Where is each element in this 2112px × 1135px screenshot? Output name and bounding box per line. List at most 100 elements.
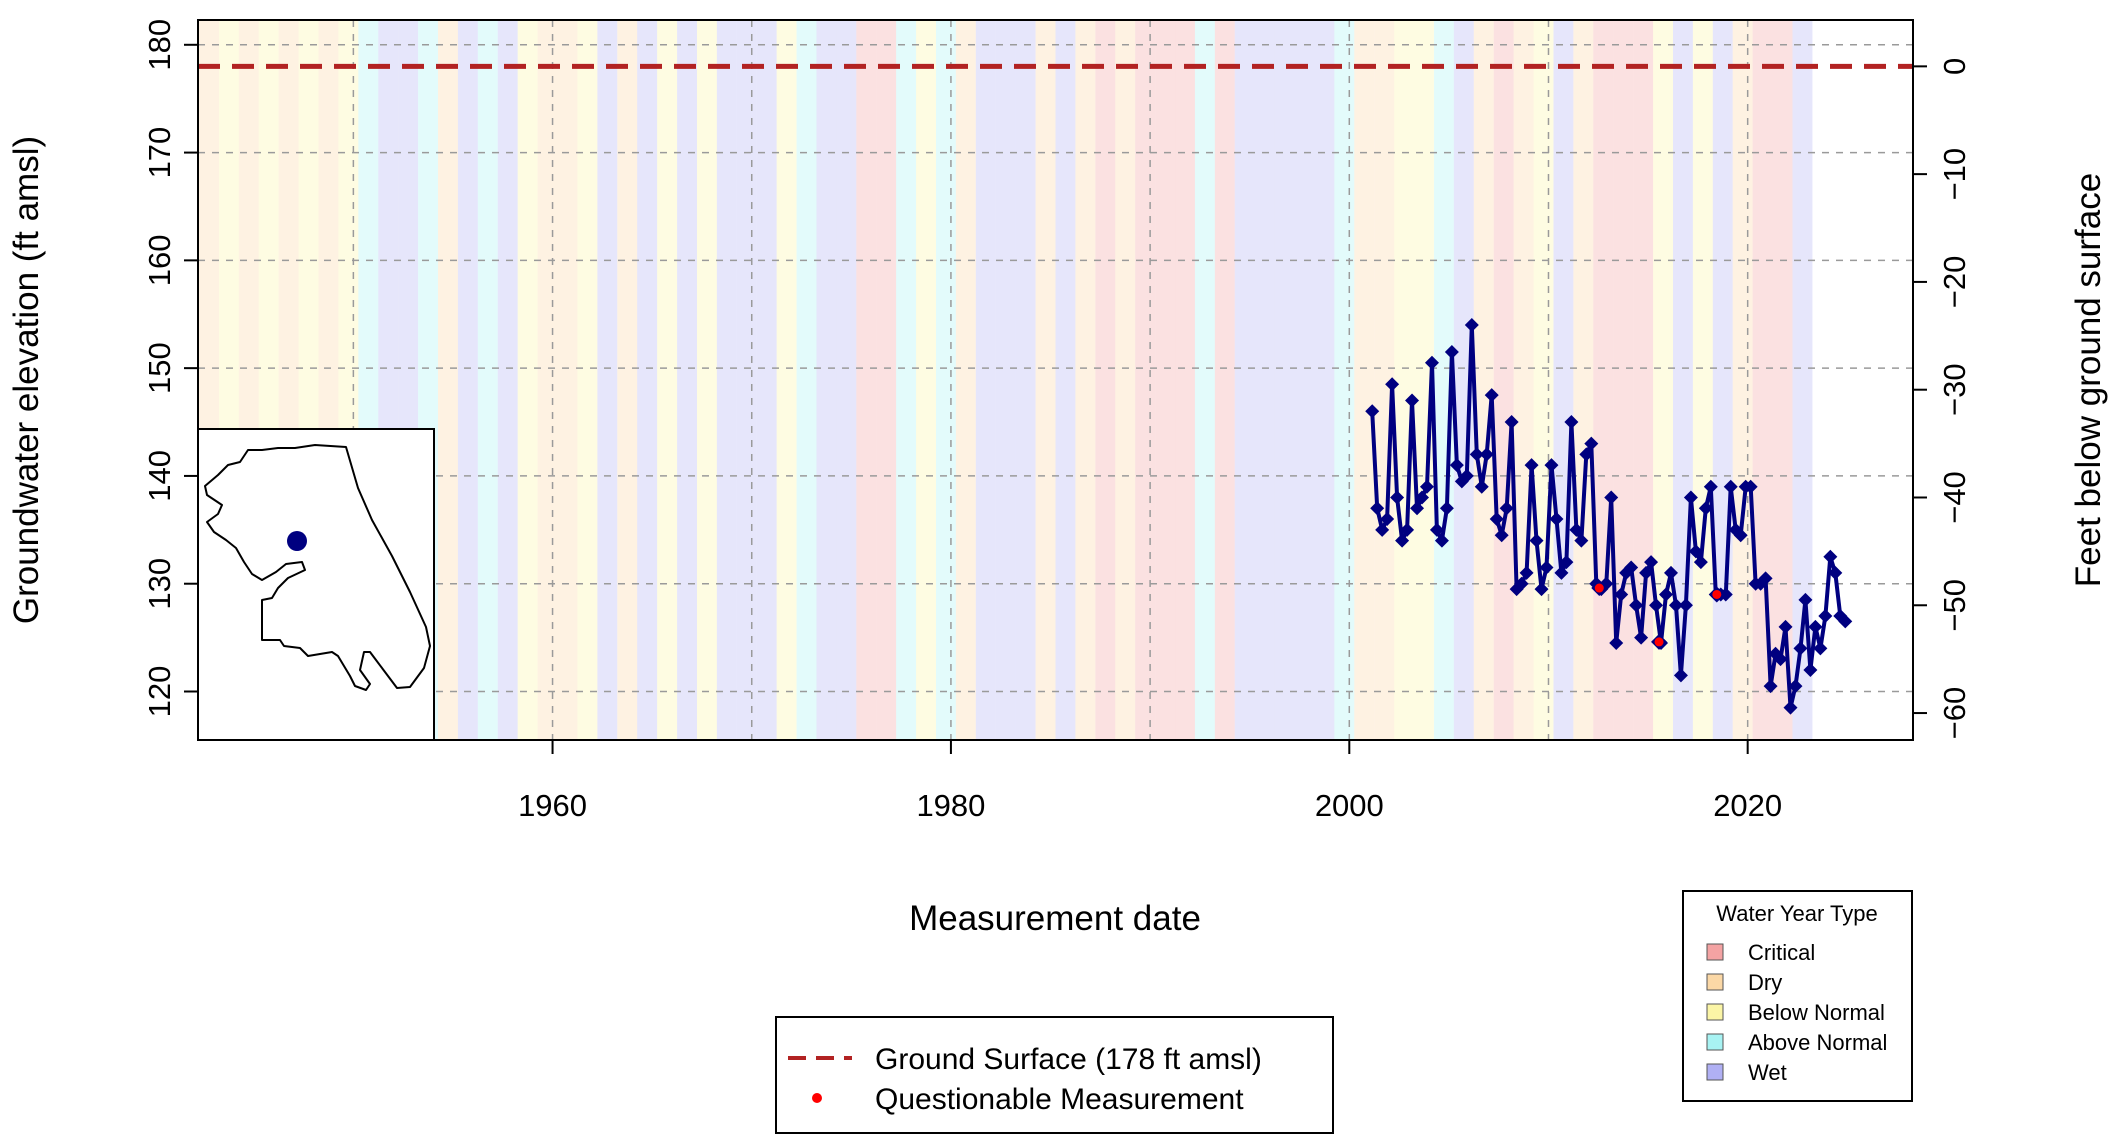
water-year-band-1971 xyxy=(756,20,777,740)
basin-outline xyxy=(204,444,431,691)
water-year-band-2020 xyxy=(1732,20,1753,740)
water-year-band-1975 xyxy=(836,20,857,740)
water-year-band-1997 xyxy=(1274,20,1295,740)
water-year-legend: Water Year Type Critical Dry Below Normal A… xyxy=(1682,890,1913,1102)
measurement-point xyxy=(1813,641,1828,656)
measurement-point xyxy=(1733,528,1748,543)
water-year-band-1981 xyxy=(955,20,976,740)
measurement-point xyxy=(1504,415,1519,430)
measurement-point xyxy=(1723,479,1738,494)
y-left-tick-label-130: 130 xyxy=(142,558,177,610)
measurement-point xyxy=(1758,571,1773,586)
y-axis-left-title: Groundwater elevation (ft amsl) xyxy=(7,136,46,624)
measurement-point xyxy=(1743,479,1758,494)
water-year-band-1964 xyxy=(617,20,638,740)
water-year-band-1982 xyxy=(975,20,996,740)
measurement-point xyxy=(1544,458,1559,473)
y-right-tick-label-5: −50 xyxy=(1937,579,1972,632)
water-year-band-2018 xyxy=(1692,20,1713,740)
measurement-point xyxy=(1375,522,1390,537)
water-year-band-2007 xyxy=(1473,20,1494,740)
legend-swatch-above_normal xyxy=(1706,1033,1724,1051)
water-year-band-1999 xyxy=(1314,20,1335,740)
measurement-point xyxy=(1459,468,1474,483)
legend-questionable-swatch xyxy=(812,1093,822,1103)
water-year-band-1979 xyxy=(916,20,936,740)
y-axis-right-title: Feet below ground surface xyxy=(2069,173,2108,587)
legend-label-wet: Wet xyxy=(1748,1060,1787,1085)
measurement-point xyxy=(1419,479,1434,494)
measurement-point xyxy=(1678,598,1693,613)
water-year-band-1970 xyxy=(736,20,757,740)
water-year-band-2001 xyxy=(1354,20,1375,740)
measurement-point xyxy=(1763,679,1778,694)
x-tick-label-2000: 2000 xyxy=(1315,788,1384,823)
questionable-point xyxy=(1594,583,1604,593)
y-left-tick-label-180: 180 xyxy=(142,19,177,71)
measurement-point xyxy=(1429,522,1444,537)
measurement-point xyxy=(1564,415,1579,430)
water-year-band-1978 xyxy=(896,20,917,740)
measurement-point xyxy=(1778,619,1793,634)
measurement-point xyxy=(1604,490,1619,505)
water-year-band-1996 xyxy=(1254,20,1275,740)
measurement-point xyxy=(1773,652,1788,667)
water-year-band-1969 xyxy=(716,20,737,740)
measurement-point xyxy=(1823,549,1838,564)
water-year-band-1961 xyxy=(557,20,578,740)
measurement-point xyxy=(1424,355,1439,370)
measurement-point xyxy=(1838,614,1853,629)
legend-label-dry: Dry xyxy=(1748,970,1782,995)
measurement-point xyxy=(1693,555,1708,570)
water-year-band-1974 xyxy=(816,20,837,740)
water-year-band-1983 xyxy=(995,20,1016,740)
legend-swatch-critical xyxy=(1706,943,1724,961)
measurement-point xyxy=(1644,555,1659,570)
water-year-band-1991 xyxy=(1155,20,1176,740)
measurement-point xyxy=(1818,609,1833,624)
well-location-marker xyxy=(287,531,307,551)
measurement-point xyxy=(1395,533,1410,548)
water-year-band-2004 xyxy=(1414,20,1434,740)
axis-titles: Measurement date Groundwater elevation (… xyxy=(7,136,2108,938)
measurement-point xyxy=(1405,393,1420,408)
measurement-point xyxy=(1673,668,1688,683)
water-year-band-1962 xyxy=(577,20,598,740)
y-left-tick-label-120: 120 xyxy=(142,666,177,718)
water-year-band-1984 xyxy=(1015,20,1036,740)
measurement-point xyxy=(1718,587,1733,602)
water-year-band-2006 xyxy=(1453,20,1474,740)
y-left-tick-label-150: 150 xyxy=(142,342,177,394)
measurement-point xyxy=(1439,501,1454,516)
water-year-band-1967 xyxy=(677,20,697,740)
measurement-point xyxy=(1574,533,1589,548)
water-year-band-1965 xyxy=(637,20,658,740)
measurement-point xyxy=(1385,377,1400,392)
measurement-point xyxy=(1609,635,1624,650)
measurement-point xyxy=(1554,565,1569,580)
measurement-point xyxy=(1410,501,1425,516)
measurement-point xyxy=(1668,598,1683,613)
questionable-point xyxy=(1712,589,1722,599)
measurement-point xyxy=(1390,490,1405,505)
measurement-point xyxy=(1365,404,1380,419)
measurement-point xyxy=(1514,576,1529,591)
water-year-band-1995 xyxy=(1234,20,1255,740)
water-year-legend-title: Water Year Type xyxy=(1716,901,1877,926)
measurement-point xyxy=(1688,544,1703,559)
water-year-band-1988 xyxy=(1095,20,1116,740)
measurement-point xyxy=(1479,447,1494,462)
water-year-band-2002 xyxy=(1374,20,1395,740)
measurement-point xyxy=(1579,447,1594,462)
legend-label-above_normal: Above Normal xyxy=(1748,1030,1887,1055)
measurement-point xyxy=(1624,560,1639,575)
x-tick-label-2020: 2020 xyxy=(1713,788,1782,823)
water-year-band-2013 xyxy=(1593,20,1614,740)
measurement-point xyxy=(1434,533,1449,548)
water-year-band-1976 xyxy=(856,20,877,740)
measurement-point xyxy=(1828,565,1843,580)
measurement-point xyxy=(1449,458,1464,473)
measurement-point xyxy=(1474,479,1489,494)
water-year-band-1972 xyxy=(776,20,797,740)
measurement-point xyxy=(1663,565,1678,580)
